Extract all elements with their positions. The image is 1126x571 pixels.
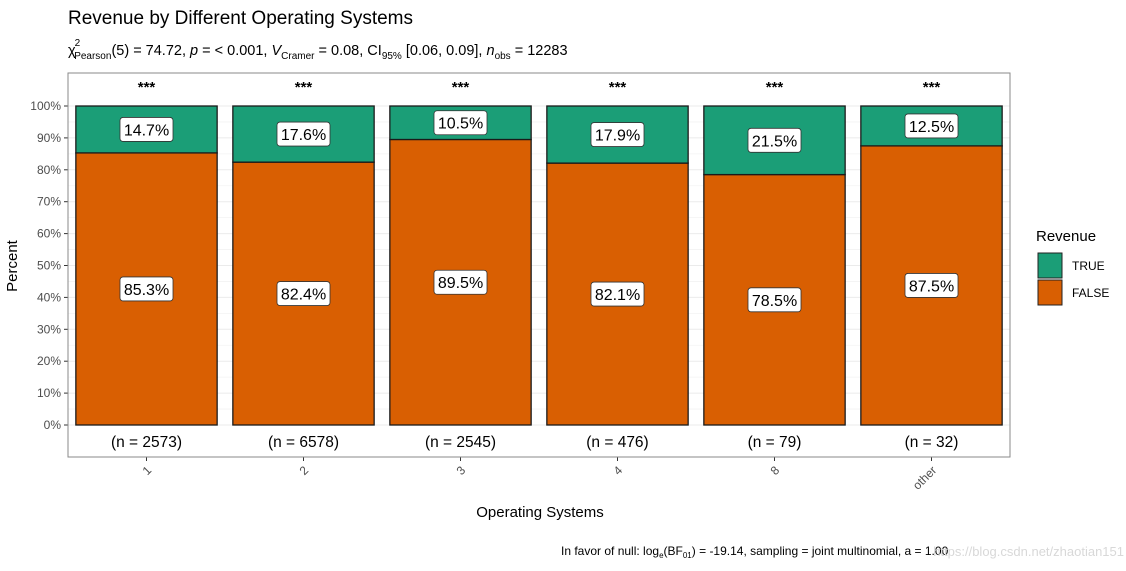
y-tick-label: 10% bbox=[37, 386, 61, 400]
legend-label-false: FALSE bbox=[1072, 286, 1109, 300]
n-label: (n = 476) bbox=[586, 434, 648, 451]
chart-title: Revenue by Different Operating Systems bbox=[68, 8, 413, 29]
data-label-false-box bbox=[590, 281, 645, 307]
data-label-true-box bbox=[590, 122, 645, 147]
y-tick-label: 80% bbox=[37, 163, 61, 177]
caption-bf: (BF bbox=[664, 544, 683, 558]
n-label: (n = 2545) bbox=[425, 434, 496, 451]
data-label-false: 78.5% bbox=[752, 293, 797, 310]
data-label-false: 85.3% bbox=[124, 282, 169, 299]
x-tick-label: 2 bbox=[297, 463, 312, 478]
x-tick-label: 1 bbox=[140, 463, 155, 478]
data-label-false-box bbox=[276, 281, 331, 306]
data-label-true-box bbox=[904, 113, 959, 139]
plot-area: 0% 10% 20% 30% 40% 50% 60% 70% 80% 90% 100% 14.7% 85… bbox=[30, 72, 1011, 492]
n-label: (n = 6578) bbox=[268, 434, 339, 451]
legend-title: Revenue bbox=[1036, 228, 1096, 245]
p-value: = < 0.001, bbox=[198, 43, 271, 59]
n-label: (n = 79) bbox=[748, 434, 802, 451]
data-label-true-box bbox=[276, 121, 331, 147]
y-tick-label: 100% bbox=[30, 99, 61, 113]
x-tick-label: 3 bbox=[454, 463, 469, 478]
significance-label: *** bbox=[452, 79, 470, 96]
y-tick-label: 60% bbox=[37, 227, 61, 241]
data-label-true: 17.9% bbox=[595, 128, 640, 145]
chi-sub: Pearson bbox=[74, 51, 111, 62]
significance-label: *** bbox=[138, 79, 156, 96]
n-label: (n = 2573) bbox=[111, 434, 182, 451]
significance-label: *** bbox=[923, 79, 941, 96]
y-tick-label: 70% bbox=[37, 195, 61, 209]
data-label-false: 87.5% bbox=[909, 278, 954, 295]
n-value: = 12283 bbox=[511, 43, 568, 59]
v-value: = 0.08, CI bbox=[315, 43, 382, 59]
legend-swatch-false bbox=[1037, 279, 1063, 306]
data-label-false: 82.1% bbox=[595, 287, 640, 304]
x-tick-label: other bbox=[910, 463, 939, 492]
n-label: n bbox=[486, 43, 494, 59]
chi-value: (5) = 74.72, bbox=[111, 43, 190, 59]
data-label-true: 17.6% bbox=[281, 127, 326, 144]
v-sub: Cramer bbox=[281, 51, 315, 62]
ci-sub: 95% bbox=[382, 51, 402, 62]
v-label: V bbox=[271, 43, 282, 59]
n-sub: obs bbox=[495, 51, 511, 62]
x-tick-label: 8 bbox=[768, 463, 783, 478]
chi-sup: 2 bbox=[75, 38, 81, 49]
chart-subtitle: χ2 Pearson(5) = 74.72, p = < 0.001, VCram… bbox=[68, 38, 568, 62]
chi-symbol: χ bbox=[68, 43, 76, 59]
data-label-true: 12.5% bbox=[909, 119, 954, 136]
data-label-false: 82.4% bbox=[281, 287, 326, 304]
legend-swatch-true bbox=[1037, 252, 1063, 279]
caption-prefix: In favor of null: log bbox=[561, 544, 659, 558]
x-tick-label: 4 bbox=[611, 463, 626, 478]
y-tick-label: 40% bbox=[37, 290, 61, 304]
data-label-true-box bbox=[747, 127, 802, 153]
data-label-false-box bbox=[904, 273, 959, 298]
watermark: https://blog.csdn.net/zhaotian151 bbox=[933, 544, 1124, 559]
caption-bf-sub: 01 bbox=[683, 551, 692, 560]
y-tick-label: 90% bbox=[37, 131, 61, 145]
significance-label: *** bbox=[295, 79, 313, 96]
y-tick-label: 20% bbox=[37, 354, 61, 368]
n-label: (n = 32) bbox=[905, 434, 959, 451]
y-tick-label: 0% bbox=[44, 418, 62, 432]
caption-log-sub: e bbox=[659, 551, 664, 560]
data-label-false-box bbox=[747, 287, 802, 313]
panel-border bbox=[67, 72, 1011, 458]
data-label-true: 14.7% bbox=[124, 122, 169, 139]
y-axis-title: Percent bbox=[4, 239, 21, 292]
data-label-false: 89.5% bbox=[438, 275, 483, 292]
data-label-true-box bbox=[433, 110, 488, 136]
p-label: p bbox=[189, 43, 198, 59]
y-tick-label: 30% bbox=[37, 322, 61, 336]
legend: Revenue TRUE FALSE bbox=[1036, 228, 1109, 306]
caption-rest: ) = -19.14, sampling = joint multinomial… bbox=[692, 544, 949, 558]
x-axis-title: Operating Systems bbox=[476, 504, 604, 521]
significance-label: *** bbox=[609, 79, 627, 96]
data-label-false-box bbox=[433, 269, 488, 295]
data-label-false-box bbox=[119, 276, 174, 302]
legend-label-true: TRUE bbox=[1072, 259, 1105, 273]
y-tick-label: 50% bbox=[37, 259, 61, 273]
ci-value: [0.06, 0.09], bbox=[402, 43, 487, 59]
data-label-true-box bbox=[119, 117, 174, 142]
caption: In favor of null: loge(BF01) = -19.14, s… bbox=[561, 544, 949, 560]
data-label-true: 10.5% bbox=[438, 116, 483, 133]
data-label-true: 21.5% bbox=[752, 133, 797, 150]
significance-label: *** bbox=[766, 79, 784, 96]
